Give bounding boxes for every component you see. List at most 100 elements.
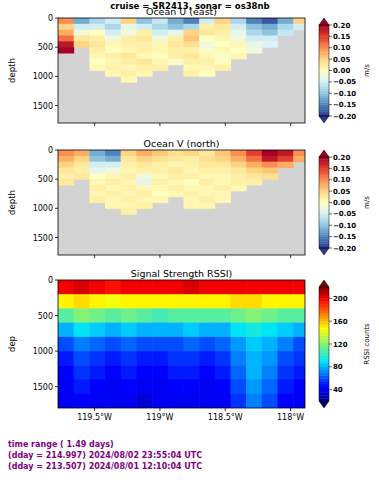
cell (136, 185, 152, 191)
colorbar-strip (319, 218, 329, 221)
colorbar-strip (319, 234, 329, 237)
cell (74, 308, 90, 323)
colorbar-strip (319, 198, 329, 201)
cell (74, 351, 90, 366)
cell (293, 365, 305, 380)
cell (136, 394, 152, 408)
cell (215, 65, 231, 71)
cell (199, 47, 215, 53)
y-tick-label: 0 (48, 276, 53, 285)
cell (89, 351, 105, 366)
y-tick-label: 1500 (33, 102, 53, 111)
cell (199, 380, 215, 395)
cell (74, 150, 90, 156)
colorbar-tick (329, 93, 332, 94)
cell (231, 156, 247, 162)
cell (58, 294, 74, 309)
colorbar-strip (319, 384, 329, 387)
colorbar-strip (319, 80, 329, 83)
cell (278, 294, 294, 309)
cell (168, 168, 184, 174)
colorbar-strip (319, 298, 329, 301)
cell (231, 30, 247, 36)
colorbar-strip (319, 214, 329, 217)
cell (152, 18, 168, 24)
cell (183, 47, 199, 53)
cell (136, 47, 152, 53)
cell (89, 197, 105, 203)
colorbar-strip (319, 36, 329, 39)
cell (278, 156, 294, 162)
cell (262, 394, 278, 408)
colorbar-strip (319, 239, 329, 242)
x-tick (94, 408, 95, 411)
cell (183, 156, 199, 162)
cell (121, 294, 137, 309)
cell (278, 24, 294, 30)
cell (246, 351, 262, 366)
cell (105, 41, 121, 47)
cell (152, 294, 168, 309)
colorbar-strip (319, 68, 329, 71)
y-tick (55, 386, 58, 387)
colorbar-strip (319, 73, 329, 76)
cell (121, 76, 137, 82)
cell (262, 30, 278, 36)
colorbar-strip (319, 196, 329, 199)
cell (215, 197, 231, 203)
y-label: depth (7, 190, 17, 215)
cell (215, 394, 231, 408)
cell (278, 280, 294, 295)
cell (74, 30, 90, 36)
cell (121, 203, 137, 209)
cell (183, 71, 199, 77)
colorbar-strip (319, 347, 329, 350)
cell (121, 380, 137, 395)
colorbar-strip (319, 191, 329, 194)
colorbar-strip (319, 34, 329, 37)
cell (168, 47, 184, 53)
cell (278, 162, 294, 168)
cell (105, 191, 121, 197)
cell (199, 394, 215, 408)
cell (168, 185, 184, 191)
cell (215, 162, 231, 168)
cell (199, 30, 215, 36)
colorbar-strip (319, 313, 329, 316)
y-tick (55, 208, 58, 209)
cell (58, 380, 74, 395)
cell (293, 351, 305, 366)
cell (231, 18, 247, 24)
colorbar-tick (329, 191, 332, 192)
cell (246, 41, 262, 47)
colorbar-tick-label: 0.00 (333, 199, 350, 207)
frame (58, 150, 305, 255)
x-tick (159, 408, 160, 411)
x-tick (290, 123, 291, 126)
colorbar-tick (329, 157, 332, 158)
y-tick (55, 105, 58, 106)
cell (278, 30, 294, 36)
colorbar-strip (319, 50, 329, 53)
colorbar-extend (319, 116, 329, 123)
cell (246, 162, 262, 168)
cell (246, 308, 262, 323)
cell (105, 351, 121, 366)
cell (183, 65, 199, 71)
cell (246, 47, 262, 53)
cell (89, 185, 105, 191)
cell (121, 150, 137, 156)
colorbar-strip (319, 61, 329, 64)
x-tick (159, 123, 160, 126)
cell (262, 41, 278, 47)
cell (105, 280, 121, 295)
cell (89, 280, 105, 295)
cell (89, 294, 105, 309)
colorbar-strip (319, 296, 329, 299)
cell (183, 173, 199, 179)
cell (262, 24, 278, 30)
colorbar-tick (329, 248, 332, 249)
colorbar-strip (319, 310, 329, 313)
colorbar-strip (319, 287, 329, 290)
colorbar-strip (319, 193, 329, 196)
